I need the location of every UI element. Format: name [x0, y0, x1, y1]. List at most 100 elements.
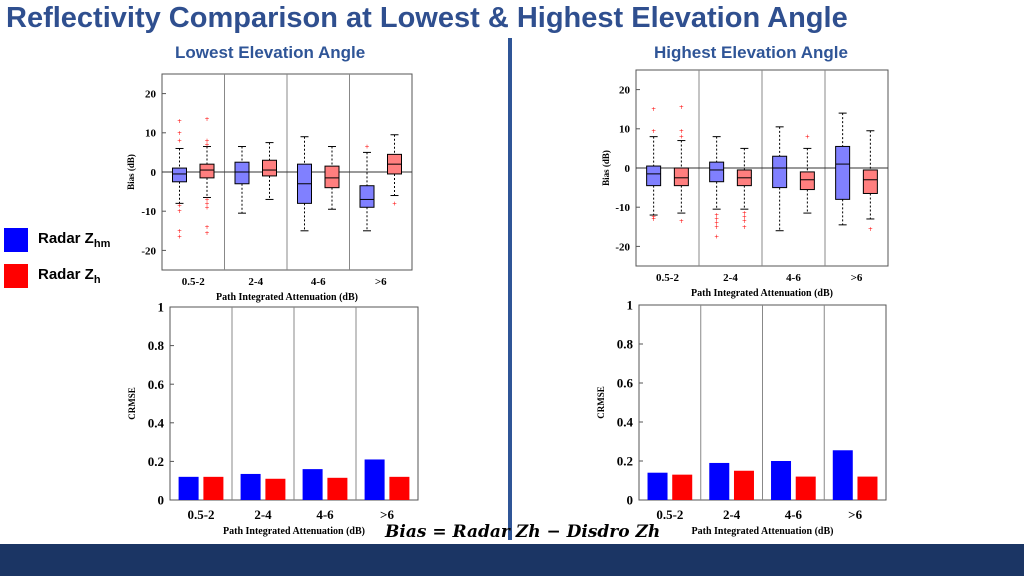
crmse-highest-bar: [795, 476, 816, 500]
crmse-highest-ytick-label: 0.8: [617, 337, 634, 352]
bias-highest-box: [835, 145, 851, 200]
crmse-lowest-xtick-label: 2-4: [254, 507, 272, 522]
bias-lowest-outlier: +: [177, 234, 182, 241]
crmse-lowest-ytick-label: 0.6: [148, 377, 165, 392]
crmse-lowest-xtick-label: 0.5-2: [187, 507, 214, 522]
crmse-highest-ytick-label: 0.6: [617, 376, 634, 391]
bias-highest-outlier: +: [679, 134, 684, 141]
crmse-highest-ytick-label: 1: [627, 298, 634, 313]
bias-highest-box: [673, 167, 689, 187]
crmse-highest-bar: [647, 472, 668, 500]
crmse-lowest-ylabel: CRMSE: [127, 387, 137, 420]
bias-highest-xtick-label: 0.5-2: [656, 272, 679, 284]
legend-swatch-zh: [4, 264, 28, 288]
bias-lowest-ytick-label: 0: [151, 167, 157, 179]
bias-highest-outlier: +: [679, 128, 684, 135]
bias-highest-outlier: +: [742, 210, 747, 217]
bias-highest-outlier: +: [742, 214, 747, 221]
bias-lowest-outlier: +: [364, 144, 369, 151]
crmse-lowest-bar: [302, 469, 323, 500]
bias-lowest-outlier: +: [204, 204, 209, 211]
crmse-lowest-bar: [389, 476, 410, 500]
bias-highest-xtick-label: >6: [851, 272, 863, 284]
legend-label-zhm: Radar Zhm: [38, 230, 111, 250]
bias-highest-outlier: +: [868, 226, 873, 233]
bias-highest-ytick-label: -10: [615, 202, 630, 214]
crmse-highest-xtick-label: 4-6: [785, 507, 803, 522]
bias-highest-ylabel: Bias (dB): [601, 150, 611, 186]
bias-lowest-ytick-label: -20: [141, 245, 156, 257]
bias-lowest-outlier: +: [177, 118, 182, 125]
bias-highest-xtick-label: 2-4: [723, 272, 738, 284]
center-divider: [508, 38, 512, 540]
bias-highest-outlier: +: [714, 220, 719, 227]
bias-lowest-box: [262, 159, 277, 177]
footer-bar: [0, 544, 1024, 576]
bias-lowest-box: [199, 163, 215, 179]
bias-lowest-outlier: +: [392, 200, 397, 207]
bias-lowest-outlier: +: [204, 142, 209, 149]
crmse-highest-xtick-label: >6: [848, 507, 862, 522]
bias-lowest-xtick-label: 0.5-2: [182, 276, 205, 288]
bias-highest-outlier: +: [714, 234, 719, 241]
crmse-lowest-ytick-label: 1: [158, 300, 165, 315]
crmse-highest-bar: [832, 450, 853, 500]
crmse-highest-bar: [733, 470, 754, 500]
crmse-lowest-bar: [203, 476, 224, 500]
crmse-lowest-ytick-label: 0.4: [148, 415, 165, 430]
bias-highest-xlabel: Path Integrated Attenuation (dB): [691, 288, 833, 299]
bias-highest-box: [862, 169, 878, 194]
crmse-highest-xtick-label: 0.5-2: [656, 507, 683, 522]
legend-label-zh: Radar Zh: [38, 266, 101, 286]
bias-highest-box: [799, 171, 815, 191]
crmse-lowest-bar: [240, 473, 261, 500]
bias-lowest-outlier: +: [177, 130, 182, 137]
crmse-highest-ytick-label: 0.4: [617, 415, 634, 430]
bias-lowest-outlier: +: [204, 196, 209, 203]
legend-item-zhm: Radar Zhm: [4, 227, 110, 253]
bias-lowest-xtick-label: >6: [375, 276, 387, 288]
crmse-highest-xtick-label: 2-4: [723, 507, 741, 522]
legend-swatch-zhm: [4, 228, 28, 252]
bias-highest-outlier: +: [679, 104, 684, 111]
bias-highest-outlier: +: [679, 218, 684, 225]
crmse-lowest-xlabel: Path Integrated Attenuation (dB): [223, 526, 365, 537]
bias-lowest-outlier: +: [177, 208, 182, 215]
crmse-highest-bar: [857, 476, 878, 500]
subtitle-highest: Highest Elevation Angle: [654, 43, 848, 62]
bias-highest-outlier: +: [714, 224, 719, 231]
bias-lowest-outlier: +: [177, 138, 182, 145]
bias-lowest-outlier: +: [204, 230, 209, 237]
crmse-highest-bar: [672, 474, 693, 500]
bias-highest-ytick-label: 20: [619, 84, 631, 96]
bias-highest-ytick-label: 0: [625, 163, 631, 175]
bias-highest-ytick-label: -20: [615, 241, 630, 253]
bias-highest-outlier: +: [742, 218, 747, 225]
crmse-highest-bar: [771, 461, 792, 500]
bias-lowest-xlabel: Path Integrated Attenuation (dB): [216, 292, 358, 303]
subtitle-lowest: Lowest Elevation Angle: [175, 43, 366, 62]
bias-lowest-xtick-label: 4-6: [311, 276, 326, 288]
page-title: Reflectivity Comparison at Lowest & High…: [6, 2, 848, 34]
bias-lowest-box: [234, 161, 250, 185]
crmse-highest-bar: [709, 462, 730, 500]
bias-lowest-box: [359, 185, 375, 208]
bias-highest-ytick-label: 10: [619, 124, 631, 136]
bias-highest-xtick-label: 4-6: [786, 272, 801, 284]
bias-lowest-outlier: +: [177, 202, 182, 209]
bias-highest-box: [646, 165, 662, 187]
bias-highest-outlier: +: [714, 216, 719, 223]
formula-text: Bias = Radar Zh − Disdro Zh: [385, 522, 661, 542]
bias-formula: Bias = Radar Zh − Disdro Zh: [385, 522, 660, 542]
bias-highest-outlier: +: [651, 106, 656, 113]
bias-lowest-box: [324, 165, 340, 189]
bias-lowest-box: [172, 167, 187, 183]
bias-lowest-outlier: +: [204, 138, 209, 145]
crmse-lowest-bar: [265, 478, 286, 500]
bias-highest-outlier: +: [805, 134, 810, 141]
crmse-lowest-bar: [178, 476, 199, 500]
bias-lowest-ytick-label: 10: [145, 128, 157, 140]
crmse-highest-ytick-label: 0: [627, 493, 634, 508]
bias-highest-outlier: +: [742, 224, 747, 231]
